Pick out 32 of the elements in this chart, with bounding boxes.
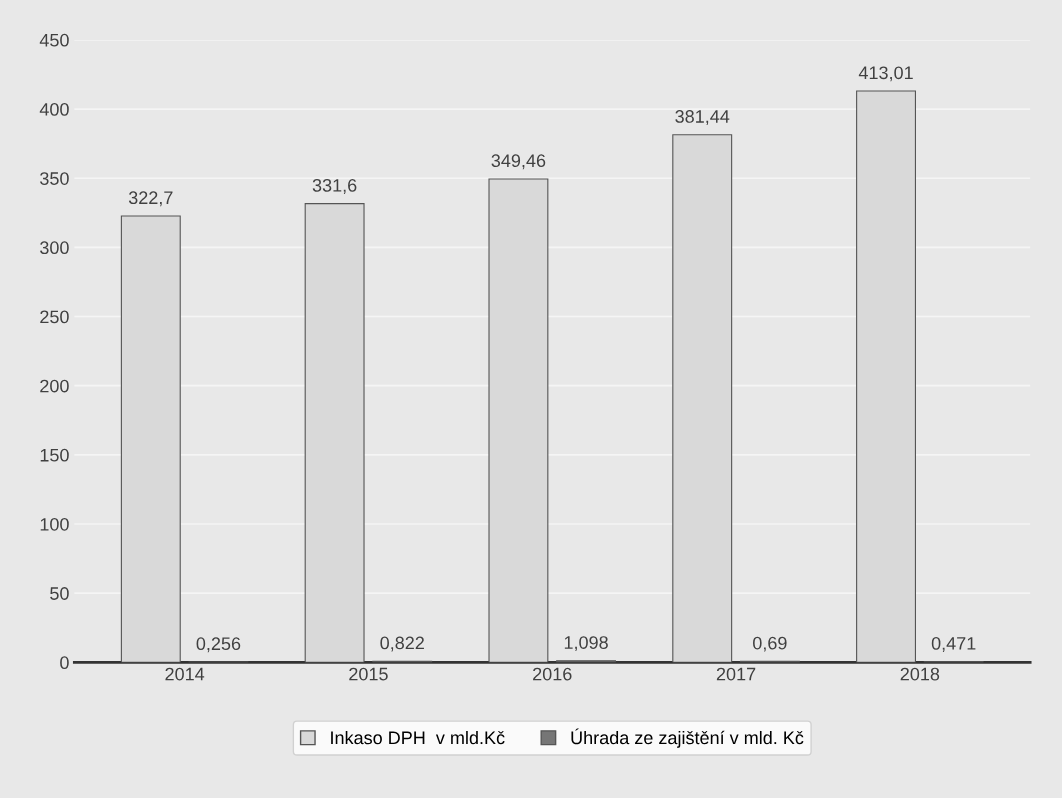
y-tick-label: 350 — [40, 172, 69, 185]
data-label: 381,44 — [675, 110, 730, 125]
x-tick-label: 2018 — [900, 667, 940, 681]
x-tick-label: 2016 — [533, 667, 572, 681]
data-label: 413,01 — [858, 66, 913, 82]
y-tick-label: 450 — [39, 33, 69, 47]
y-tick-label: 300 — [40, 241, 69, 255]
y-tick-label: 100 — [40, 517, 69, 531]
y-tick-label: 250 — [40, 310, 69, 324]
data-label: 0,822 — [380, 636, 424, 652]
y-tick-label: 0 — [60, 656, 69, 670]
y-tick-label: 150 — [40, 448, 69, 462]
legend-label: Úhrada ze zajištění v mld. Kč — [571, 728, 804, 748]
bar — [120, 215, 181, 663]
data-label: 349,46 — [491, 154, 546, 170]
y-tick-label: 50 — [50, 587, 69, 600]
bar — [304, 203, 365, 663]
bar — [488, 178, 549, 663]
bar — [672, 134, 733, 663]
data-label: 0,471 — [931, 637, 976, 652]
data-label: 331,6 — [312, 178, 357, 194]
y-tick-label: 400 — [39, 102, 69, 116]
data-label: 0,256 — [196, 637, 241, 653]
bar — [856, 90, 916, 663]
y-tick-label: 200 — [40, 379, 69, 393]
x-tick-label: 2017 — [716, 667, 756, 681]
data-label: 1,098 — [564, 636, 608, 652]
x-tick-label: 2015 — [349, 667, 388, 681]
x-tick-label: 2014 — [165, 667, 205, 681]
data-label: 322,7 — [128, 191, 173, 207]
legend-label: Inkaso DPH v mld.Kč — [331, 730, 505, 745]
data-label: 0,69 — [753, 636, 787, 652]
